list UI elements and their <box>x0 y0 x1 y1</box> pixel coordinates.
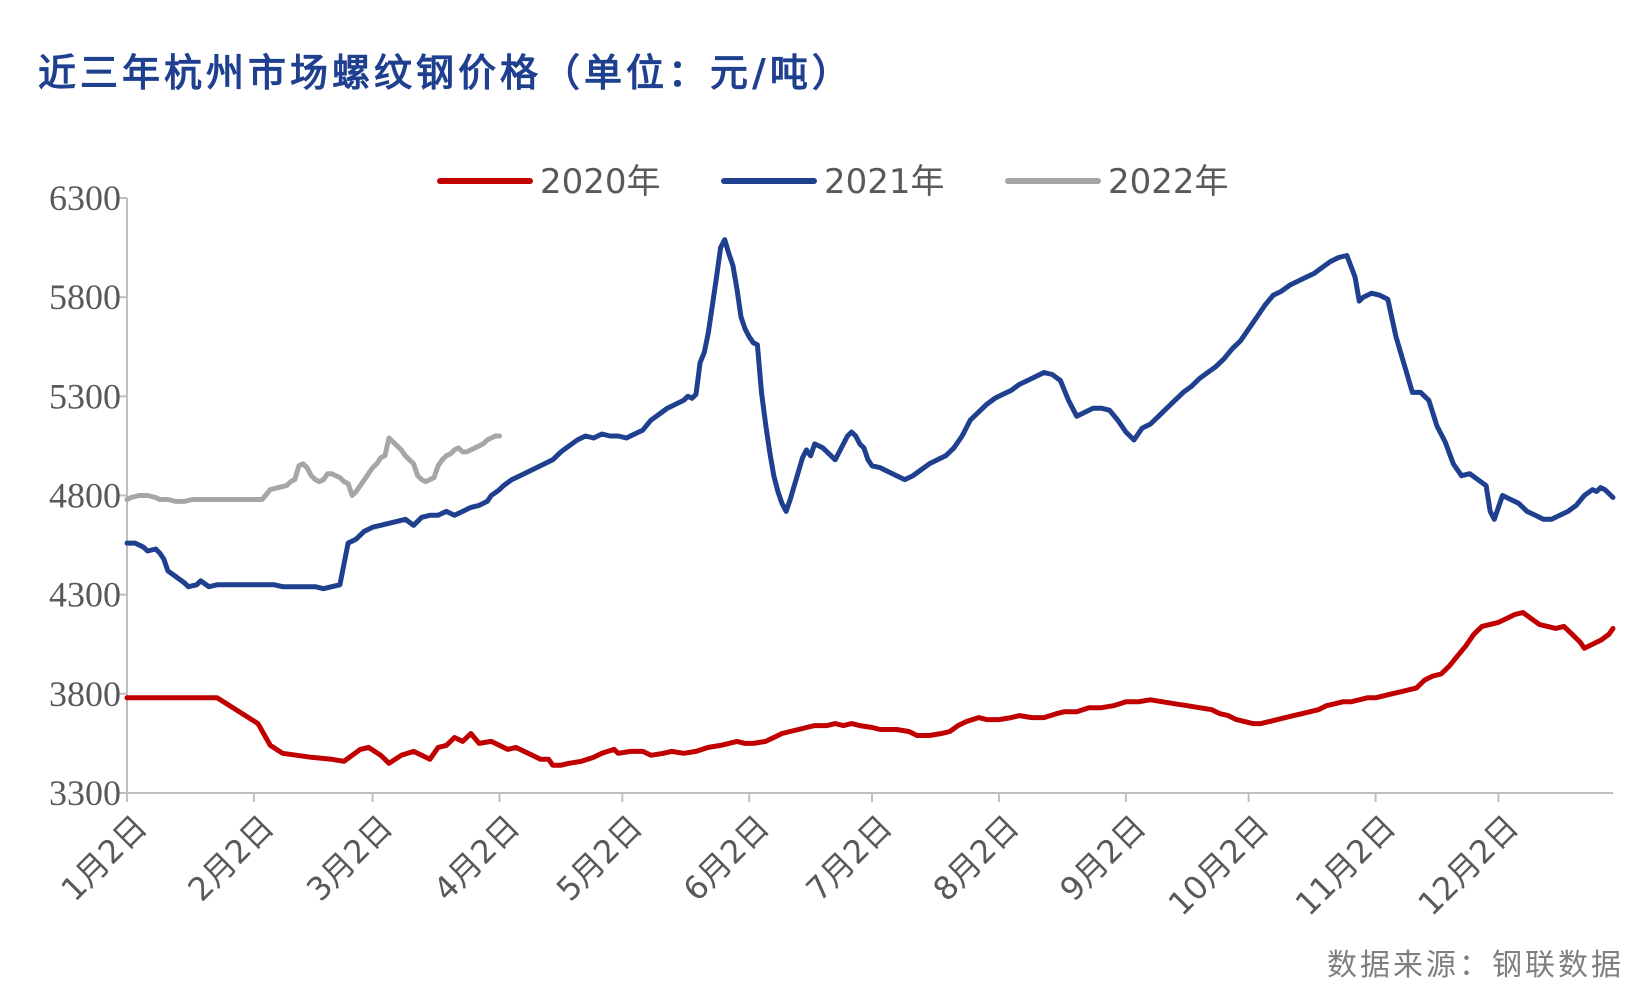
series-line-2022年 <box>124 433 502 504</box>
y-tick-label: 5300 <box>49 376 121 416</box>
series-line-2021年 <box>124 237 1616 592</box>
x-tick-label: 4月2日 <box>426 808 527 909</box>
x-tick-label: 9月2日 <box>1052 808 1153 909</box>
legend-label: 2022年 <box>1108 162 1229 202</box>
y-axis-ticks: 3300 3800 4300 4800 5300 5800 6300 <box>49 178 127 813</box>
legend-label: 2020年 <box>540 162 661 202</box>
x-tick-label: 8月2日 <box>926 808 1027 909</box>
y-tick-label: 3300 <box>49 773 121 813</box>
data-source-note: 数据来源：钢联数据 <box>1327 948 1624 983</box>
y-tick-label: 4800 <box>49 476 121 516</box>
x-tick-label: 6月2日 <box>676 808 777 909</box>
x-tick-label: 2月2日 <box>180 808 281 909</box>
x-tick-label: 1月2日 <box>54 808 155 909</box>
x-tick-label: 3月2日 <box>299 808 400 909</box>
series-lines <box>124 237 1616 768</box>
y-tick-label: 4300 <box>49 575 121 615</box>
x-tick-label: 10月2日 <box>1161 808 1276 923</box>
x-tick-label: 5月2日 <box>549 808 650 909</box>
x-tick-label: 12月2日 <box>1411 808 1526 923</box>
y-tick-label: 5800 <box>49 277 121 317</box>
y-tick-label: 3800 <box>49 674 121 714</box>
legend-label: 2021年 <box>824 162 945 202</box>
y-tick-label: 6300 <box>49 178 121 218</box>
x-axis-ticks: 1月2日 2月2日 3月2日 4月2日 5月2日 6月2日 7月2日 8月2日 9月2日 10月2… <box>54 793 1526 923</box>
series-line-2020年 <box>124 610 1616 768</box>
x-tick-label: 7月2日 <box>799 808 900 909</box>
chart-title: 近三年杭州市场螺纹钢价格（单位：元/吨） <box>38 51 854 95</box>
legend: 2020年 2021年 2022年 <box>437 162 1229 202</box>
x-tick-label: 11月2日 <box>1288 808 1403 923</box>
